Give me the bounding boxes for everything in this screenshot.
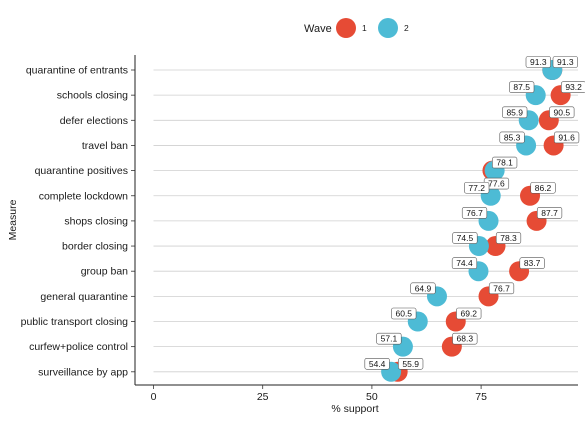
data-label-wave2-quarantine-positives: 78.1 xyxy=(492,156,518,169)
x-tick-label-25: 25 xyxy=(257,391,269,403)
svg-text:91.3: 91.3 xyxy=(530,57,547,67)
data-label-wave2-public-transport-closing: 60.5 xyxy=(391,307,417,320)
x-tick-label-50: 50 xyxy=(366,391,378,403)
y-tick-label-public-transport-closing: public transport closing xyxy=(21,316,129,328)
y-tick-label-group-ban: group ban xyxy=(81,266,128,278)
data-label-wave1-shops-closing: 87.7 xyxy=(536,207,563,219)
svg-text:93.2: 93.2 xyxy=(565,82,582,92)
svg-text:83.7: 83.7 xyxy=(524,258,541,268)
data-label-wave1-group-ban: 83.7 xyxy=(519,257,545,270)
svg-text:77.2: 77.2 xyxy=(468,183,485,193)
data-label-wave2-quarantine-of-entrants: 91.3 xyxy=(525,56,551,68)
data-label-wave2-group-ban: 74.4 xyxy=(451,257,478,270)
svg-text:78.1: 78.1 xyxy=(496,158,513,168)
svg-text:85.3: 85.3 xyxy=(504,132,521,142)
data-label-wave1-complete-lockdown: 86.2 xyxy=(530,181,556,194)
data-label-wave1-border-closing: 78.3 xyxy=(495,232,522,244)
svg-text:64.9: 64.9 xyxy=(415,283,432,293)
svg-text:77.6: 77.6 xyxy=(488,179,505,189)
y-tick-label-general-quarantine: general quarantine xyxy=(40,291,128,303)
svg-text:60.5: 60.5 xyxy=(395,309,412,319)
svg-text:91.3: 91.3 xyxy=(557,57,574,67)
y-tick-label-shops-closing: shops closing xyxy=(64,215,128,227)
y-tick-label-curfew-police-control: curfew+police control xyxy=(29,341,128,353)
data-label-wave1-general-quarantine: 76.7 xyxy=(488,282,515,295)
x-axis-title: % support xyxy=(331,403,378,415)
y-tick-label-border-closing: border closing xyxy=(62,241,128,253)
svg-text:87.5: 87.5 xyxy=(513,82,530,92)
data-label-wave2-shops-closing: 76.7 xyxy=(461,207,488,219)
svg-text:74.4: 74.4 xyxy=(456,258,473,268)
data-label-wave1-defer-elections: 90.5 xyxy=(549,106,575,119)
data-label-wave2-complete-lockdown: 77.2 xyxy=(464,181,490,194)
svg-text:74.5: 74.5 xyxy=(457,233,474,243)
data-labels: 91.3 93.2 90.5 91.6 77.6 86.2 87.7 78.3 83.7 76.7… xyxy=(364,56,585,370)
data-label-wave1-public-transport-closing: 69.2 xyxy=(456,307,482,320)
svg-text:78.3: 78.3 xyxy=(500,233,517,243)
x-tick-label-0: 0 xyxy=(151,391,157,403)
legend: Wave 1 2 xyxy=(304,18,409,38)
data-label-wave2-defer-elections: 85.9 xyxy=(502,106,528,119)
data-label-wave2-surveillance-by-app: 54.4 xyxy=(364,357,390,370)
legend-item-2: 2 xyxy=(378,18,409,38)
y-tick-label-quarantine-positives: quarantine positives xyxy=(35,165,128,177)
svg-text:76.7: 76.7 xyxy=(493,283,510,293)
svg-text:57.1: 57.1 xyxy=(381,334,398,344)
x-tick-label-75: 75 xyxy=(475,391,487,403)
y-axis-title: Measure xyxy=(7,199,19,240)
svg-text:85.9: 85.9 xyxy=(506,107,523,117)
legend-label: 1 xyxy=(362,23,367,33)
svg-text:90.5: 90.5 xyxy=(554,107,571,117)
y-tick-label-travel-ban: travel ban xyxy=(82,140,128,152)
svg-text:76.7: 76.7 xyxy=(466,208,483,218)
legend-label: 2 xyxy=(404,23,409,33)
y-tick-label-defer-elections: defer elections xyxy=(60,115,128,127)
y-tick-label-surveillance-by-app: surveillance by app xyxy=(38,366,128,378)
data-label-wave1-curfew-police-control: 68.3 xyxy=(452,332,478,345)
legend-swatch xyxy=(378,18,398,38)
svg-text:68.3: 68.3 xyxy=(457,334,474,344)
data-label-wave1-travel-ban: 91.6 xyxy=(554,131,580,144)
legend-item-1: 1 xyxy=(336,18,367,38)
svg-text:54.4: 54.4 xyxy=(369,359,386,369)
svg-text:55.9: 55.9 xyxy=(402,359,419,369)
gridlines xyxy=(153,69,578,373)
axes: quarantine of entrants schools closing def… xyxy=(21,55,578,403)
data-label-wave2-general-quarantine: 64.9 xyxy=(410,282,436,295)
legend-swatch xyxy=(336,18,356,38)
data-label-wave2-border-closing: 74.5 xyxy=(452,232,478,244)
y-tick-label-quarantine-of-entrants: quarantine of entrants xyxy=(26,65,128,77)
data-label-wave1-surveillance-by-app: 55.9 xyxy=(398,357,424,370)
data-label-wave2-schools-closing: 87.5 xyxy=(509,81,535,93)
data-label-wave2-curfew-police-control: 57.1 xyxy=(376,332,402,345)
data-label-wave1-quarantine-of-entrants: 91.3 xyxy=(552,56,578,68)
data-label-wave2-travel-ban: 85.3 xyxy=(499,131,525,144)
legend-title: Wave xyxy=(304,23,332,35)
svg-text:86.2: 86.2 xyxy=(535,183,552,193)
svg-text:91.6: 91.6 xyxy=(558,132,575,142)
data-label-wave1-schools-closing: 93.2 xyxy=(560,81,585,93)
y-tick-label-schools-closing: schools closing xyxy=(57,90,128,102)
svg-text:87.7: 87.7 xyxy=(541,208,558,218)
svg-text:69.2: 69.2 xyxy=(460,309,477,319)
y-tick-label-complete-lockdown: complete lockdown xyxy=(39,190,128,202)
